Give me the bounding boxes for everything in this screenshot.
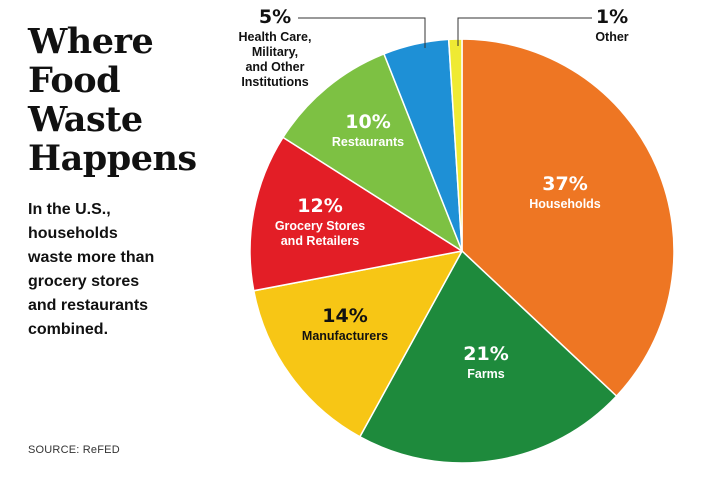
slice-percent-label: 1%	[596, 6, 628, 28]
source-note: SOURCE: ReFED	[28, 444, 120, 456]
callout-line	[298, 17, 426, 48]
slice-percent-label: 12%	[297, 195, 342, 217]
pie-slices	[249, 38, 675, 464]
slice-category-label: Restaurants	[332, 135, 404, 149]
pie-slice	[461, 38, 675, 397]
slice-category-label: Manufacturers	[302, 329, 388, 343]
slice-category-label: Other	[595, 30, 628, 44]
slice-percent-label: 14%	[322, 305, 367, 327]
subtitle: In the U.S., households waste more than …	[28, 201, 155, 338]
slice-percent-label: 37%	[542, 173, 587, 195]
pie-slice	[359, 250, 618, 464]
slice-category-label: Health Care,	[239, 30, 312, 44]
page-title: Where Food Waste Happens	[28, 21, 197, 179]
slice-category-label: Institutions	[241, 75, 308, 89]
slice-category-label: Military,	[252, 45, 298, 59]
pie-slice	[249, 136, 463, 292]
slice-category-label: Households	[529, 197, 601, 211]
pie-slice	[447, 38, 463, 252]
slice-percent-label: 5%	[259, 6, 291, 28]
pie-slice	[282, 53, 463, 252]
slice-category-label: Grocery Stores	[275, 219, 365, 233]
slice-category-label: and Retailers	[281, 234, 360, 248]
pie-labels: 37% Households 21% Farms 14% Manufacturers 12%…	[239, 6, 629, 381]
slice-percent-label: 10%	[345, 111, 390, 133]
pie-slice	[253, 250, 463, 438]
callout-line	[457, 17, 592, 46]
slice-category-label: Farms	[467, 367, 505, 381]
slice-category-label: and Other	[245, 60, 304, 74]
slice-percent-label: 21%	[463, 343, 508, 365]
